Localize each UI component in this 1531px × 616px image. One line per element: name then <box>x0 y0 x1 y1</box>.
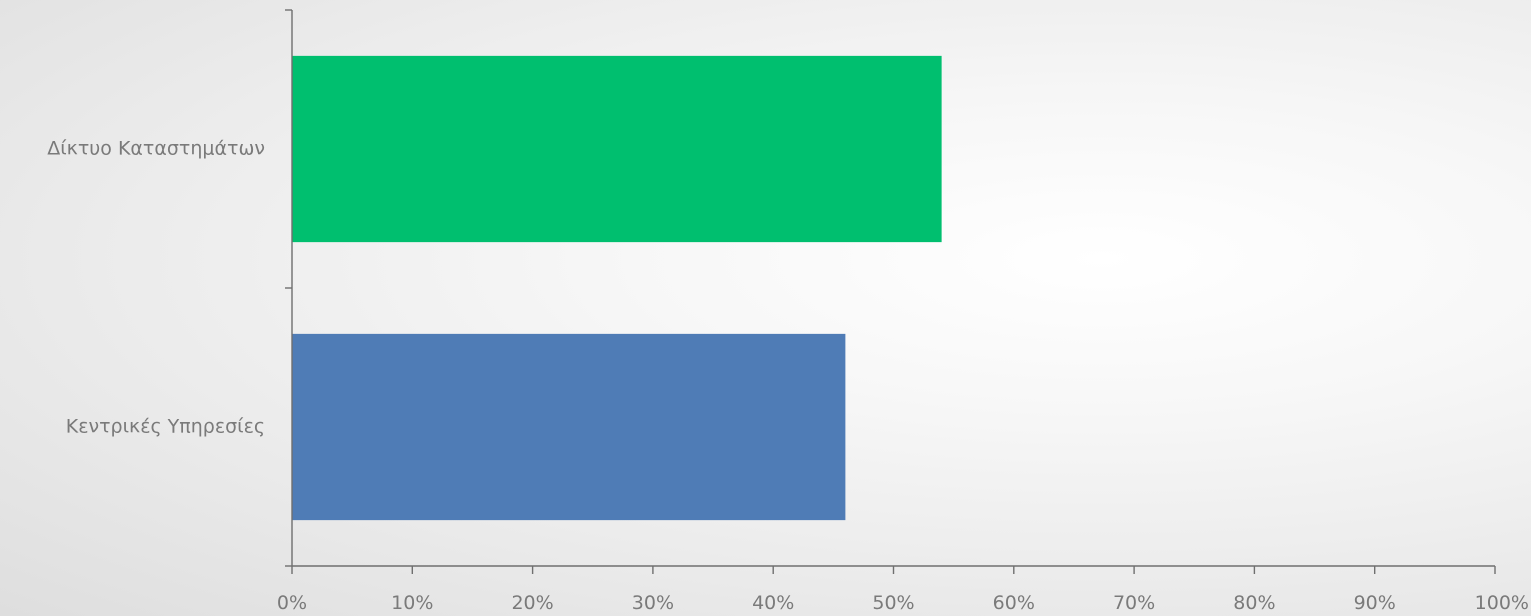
x-tick-label: 80% <box>1233 592 1275 614</box>
x-tick-label: 100% <box>1475 592 1529 614</box>
bar-1 <box>292 333 846 521</box>
axes-layer <box>285 9 1496 574</box>
labels-layer: Δίκτυο Καταστημάτων Κεντρικές Υπηρεσίες 0%… <box>47 138 1529 615</box>
bar-0 <box>292 55 942 243</box>
x-tick-label: 30% <box>632 592 674 614</box>
category-label-0: Δίκτυο Καταστημάτων <box>47 138 265 160</box>
x-tick-label: 70% <box>1113 592 1155 614</box>
x-tick-label: 0% <box>277 592 307 614</box>
x-tick-label: 90% <box>1354 592 1396 614</box>
x-tick-label: 10% <box>391 592 433 614</box>
bars-layer <box>292 55 942 521</box>
category-label-1: Κεντρικές Υπηρεσίες <box>66 416 265 438</box>
x-tick-label: 50% <box>872 592 914 614</box>
x-tick-label: 60% <box>993 592 1035 614</box>
x-tick-label: 40% <box>752 592 794 614</box>
x-tick-label: 20% <box>511 592 553 614</box>
